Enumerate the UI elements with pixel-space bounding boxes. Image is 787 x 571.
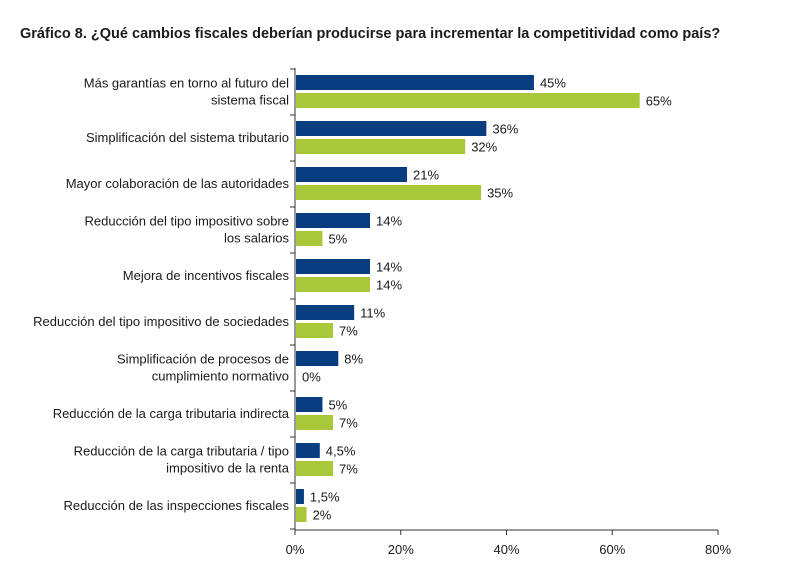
data-label: 45% (540, 76, 566, 91)
bar (296, 277, 371, 292)
data-label: 1,5% (310, 490, 340, 505)
bar (296, 93, 640, 108)
bar (296, 489, 304, 504)
data-label: 35% (487, 186, 513, 201)
category-label: cumplimiento normativo (152, 369, 289, 384)
x-tick-label: 20% (388, 542, 414, 557)
data-label: 14% (376, 278, 402, 293)
data-label: 5% (328, 232, 347, 247)
x-tick-label: 0% (286, 542, 305, 557)
data-label: 7% (339, 416, 358, 431)
bar (296, 185, 482, 200)
category-label: los salarios (224, 231, 290, 246)
data-label: 11% (360, 306, 385, 321)
bar (296, 213, 371, 228)
x-tick-label: 40% (493, 542, 519, 557)
data-label: 14% (376, 260, 402, 275)
data-label: 2% (313, 508, 332, 523)
category-label: Reducción de la carga tributaria / tipo (74, 444, 289, 459)
data-label: 7% (339, 324, 358, 339)
data-label: 8% (344, 352, 363, 367)
bar (296, 139, 466, 154)
data-label: 36% (492, 122, 518, 137)
bar (296, 121, 487, 136)
category-label: Mejora de incentivos fiscales (123, 268, 290, 283)
category-label: Reducción de las inspecciones fiscales (64, 498, 290, 513)
category-label: sistema fiscal (211, 93, 289, 108)
bar (296, 415, 334, 430)
x-tick-label: 80% (705, 542, 731, 557)
category-label: impositivo de la renta (166, 461, 290, 476)
bar (296, 397, 323, 412)
category-label: Simplificación del sistema tributario (86, 130, 289, 145)
data-label: 32% (471, 140, 497, 155)
data-label: 4,5% (326, 444, 356, 459)
category-label: Reducción de la carga tributaria indirec… (53, 406, 290, 421)
category-label: Mayor colaboración de las autoridades (66, 176, 290, 191)
bar (296, 323, 334, 338)
bar (296, 75, 534, 90)
data-label: 0% (302, 370, 321, 385)
data-label: 21% (413, 168, 439, 183)
category-label: Simplificación de procesos de (117, 352, 289, 367)
bar (296, 259, 371, 274)
bar (296, 507, 307, 522)
data-label: 7% (339, 462, 358, 477)
category-label: Reducción del tipo impositivo de socieda… (33, 314, 289, 329)
x-tick-label: 60% (599, 542, 625, 557)
data-label: 14% (376, 214, 402, 229)
bar (296, 231, 323, 246)
bar (296, 443, 320, 458)
bar (296, 461, 334, 476)
data-label: 65% (646, 94, 672, 109)
chart-title: Gráfico 8. ¿Qué cambios fiscales debería… (20, 26, 721, 42)
bar (296, 167, 408, 182)
category-label: Más garantías en torno al futuro del (84, 76, 289, 91)
data-label: 5% (328, 398, 347, 413)
category-label: Reducción del tipo impositivo sobre (85, 214, 290, 229)
bar (296, 351, 339, 366)
bar (296, 305, 355, 320)
